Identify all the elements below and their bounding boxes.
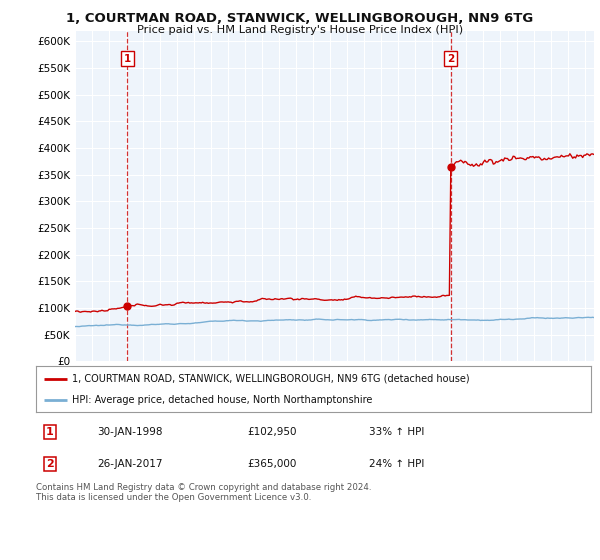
Text: HPI: Average price, detached house, North Northamptonshire: HPI: Average price, detached house, Nort… bbox=[72, 395, 373, 405]
Text: 26-JAN-2017: 26-JAN-2017 bbox=[97, 459, 163, 469]
Text: £102,950: £102,950 bbox=[247, 427, 296, 437]
Text: 1, COURTMAN ROAD, STANWICK, WELLINGBOROUGH, NN9 6TG: 1, COURTMAN ROAD, STANWICK, WELLINGBOROU… bbox=[67, 12, 533, 25]
Text: 1: 1 bbox=[124, 54, 131, 64]
Text: 1: 1 bbox=[46, 427, 54, 437]
Text: £365,000: £365,000 bbox=[247, 459, 296, 469]
Text: 1, COURTMAN ROAD, STANWICK, WELLINGBOROUGH, NN9 6TG (detached house): 1, COURTMAN ROAD, STANWICK, WELLINGBOROU… bbox=[72, 374, 470, 384]
Text: Price paid vs. HM Land Registry's House Price Index (HPI): Price paid vs. HM Land Registry's House … bbox=[137, 25, 463, 35]
Text: 2: 2 bbox=[447, 54, 454, 64]
Text: 24% ↑ HPI: 24% ↑ HPI bbox=[369, 459, 424, 469]
Text: 33% ↑ HPI: 33% ↑ HPI bbox=[369, 427, 424, 437]
Text: 30-JAN-1998: 30-JAN-1998 bbox=[97, 427, 163, 437]
Text: 2: 2 bbox=[46, 459, 54, 469]
Text: Contains HM Land Registry data © Crown copyright and database right 2024.
This d: Contains HM Land Registry data © Crown c… bbox=[36, 483, 371, 502]
